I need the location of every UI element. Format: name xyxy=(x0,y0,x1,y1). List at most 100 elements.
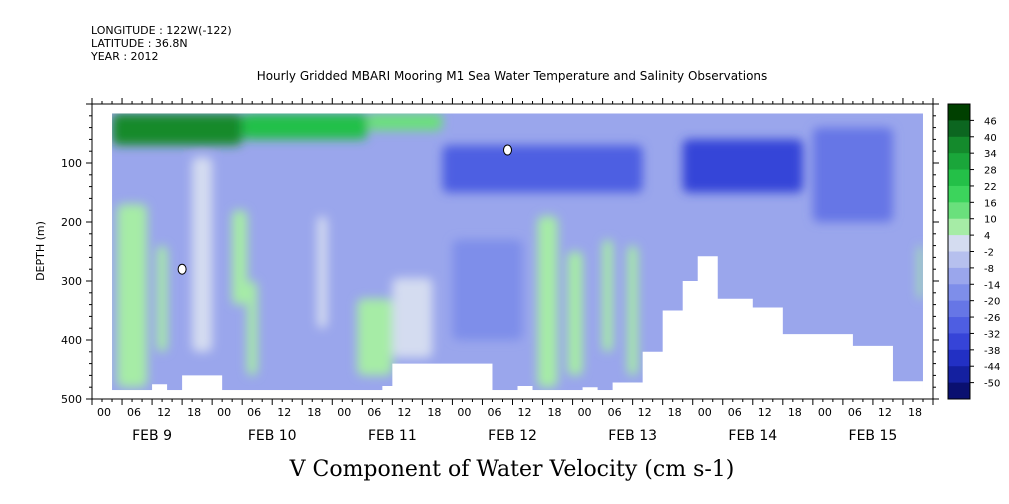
x-tick-label: 00 xyxy=(217,406,231,419)
x-axis: 00 06 12 18 00 06 12 18 00 06 12 18 00 06 12 18 00 06 12 18… xyxy=(91,98,934,444)
colorbar-bin-3 xyxy=(948,153,970,171)
missing-point-1 xyxy=(177,263,187,275)
field-feature-14 xyxy=(627,245,638,376)
colorbar-label-7: 4 xyxy=(984,231,990,242)
x-tick-label: 12 xyxy=(878,406,892,419)
x-tick-label: 06 xyxy=(247,406,261,419)
chart-title: Hourly Gridded MBARI Mooring M1 Sea Wate… xyxy=(257,69,768,83)
colorbar-bin-7 xyxy=(948,218,970,236)
colorbar-label-14: -38 xyxy=(984,346,1000,357)
x-tick-label: 06 xyxy=(728,406,742,419)
colorbar-label-0: 46 xyxy=(984,116,997,127)
plot-area xyxy=(92,104,933,399)
x-tick-label: 12 xyxy=(518,406,532,419)
x-tick-label: 06 xyxy=(367,406,381,419)
colorbar-bin-15 xyxy=(948,349,970,367)
field-feature-7 xyxy=(247,281,258,376)
x-tick-label: 00 xyxy=(818,406,832,419)
field-feature-3 xyxy=(117,204,148,388)
colorbar-label-2: 34 xyxy=(984,149,997,160)
colorbar-label-15: -44 xyxy=(984,362,1000,373)
y-axis: 100 200 300 400 500 xyxy=(61,103,939,406)
x-tick-label: 18 xyxy=(788,406,802,419)
colorbar-title: V Component of Water Velocity (cm s-1) xyxy=(289,457,735,482)
colorbar-bin-2 xyxy=(948,136,970,154)
colorbar: 46 40 34 28 22 16 10 4 -2 -8 -14 -20 -26 -32 -38 -44 -50 xyxy=(947,103,1000,400)
x-day-label-3: FEB 12 xyxy=(488,428,537,444)
field-feature-19 xyxy=(452,239,523,340)
colorbar-bin-9 xyxy=(948,251,970,269)
x-day-label-6: FEB 15 xyxy=(849,428,898,444)
colorbar-label-11: -20 xyxy=(984,297,1000,308)
x-tick-label: 00 xyxy=(337,406,351,419)
field-feature-11 xyxy=(537,216,558,388)
field-feature-6 xyxy=(232,210,248,305)
field-feature-16 xyxy=(442,145,643,193)
x-tick-label: 12 xyxy=(397,406,411,419)
colorbar-bin-4 xyxy=(948,169,970,187)
x-day-label-0: FEB 9 xyxy=(132,428,172,444)
field-feature-0 xyxy=(112,113,243,146)
x-day-label-5: FEB 14 xyxy=(728,428,777,444)
x-tick-label: 18 xyxy=(187,406,201,419)
x-tick-label: 06 xyxy=(127,406,141,419)
year-label: YEAR : 2012 xyxy=(90,50,159,63)
field-feature-12 xyxy=(567,251,583,376)
field-feature-10 xyxy=(392,278,433,358)
y-tick-label-400: 400 xyxy=(61,334,82,347)
x-tick-label: 12 xyxy=(157,406,171,419)
y-tick-label-200: 200 xyxy=(61,216,82,229)
field-feature-9 xyxy=(357,298,393,376)
colorbar-bin-10 xyxy=(948,267,970,285)
field-feature-13 xyxy=(602,239,613,352)
field-feature-18 xyxy=(812,127,893,222)
x-tick-label: 12 xyxy=(638,406,652,419)
field-feature-8 xyxy=(317,216,328,329)
missing-data-bottom xyxy=(112,256,923,399)
x-tick-label: 18 xyxy=(427,406,441,419)
x-tick-label: 00 xyxy=(698,406,712,419)
field-feature-1 xyxy=(242,113,368,140)
colorbar-label-1: 40 xyxy=(984,133,997,144)
colorbar-label-3: 28 xyxy=(984,166,997,177)
y-tick-label-500: 500 xyxy=(61,393,82,406)
field-feature-17 xyxy=(682,139,803,193)
x-tick-label: 06 xyxy=(608,406,622,419)
colorbar-label-16: -50 xyxy=(984,379,1000,390)
colorbar-bin-14 xyxy=(948,333,970,351)
colorbar-bin-11 xyxy=(948,284,970,302)
y-axis-label: DEPTH (m) xyxy=(34,221,47,281)
x-tick-label: 18 xyxy=(307,406,321,419)
x-tick-label: 06 xyxy=(848,406,862,419)
x-tick-label: 00 xyxy=(457,406,471,419)
colorbar-bin-16 xyxy=(948,366,970,384)
colorbar-bin-6 xyxy=(948,202,970,220)
colorbar-bin-1 xyxy=(948,120,970,138)
x-tick-label: 18 xyxy=(548,406,562,419)
colorbar-label-13: -32 xyxy=(984,329,1000,340)
x-day-label-1: FEB 10 xyxy=(248,428,297,444)
colorbar-label-6: 10 xyxy=(984,215,997,226)
colorbar-bin-12 xyxy=(948,300,970,318)
colorbar-label-5: 16 xyxy=(984,198,997,209)
x-tick-label: 00 xyxy=(578,406,592,419)
colorbar-label-4: 22 xyxy=(984,182,997,193)
colorbar-label-12: -26 xyxy=(984,313,1000,324)
x-tick-label: 12 xyxy=(277,406,291,419)
colorbar-label-9: -8 xyxy=(984,264,994,275)
colorbar-label-10: -14 xyxy=(984,280,1000,291)
missing-data-top xyxy=(92,104,933,114)
colorbar-bin-0 xyxy=(948,104,970,121)
x-tick-label: 06 xyxy=(487,406,501,419)
latitude-label: LATITUDE : 36.8N xyxy=(91,37,188,50)
colorbar-bin-13 xyxy=(948,317,970,334)
colorbar-bin-8 xyxy=(948,235,970,252)
x-day-label-2: FEB 11 xyxy=(368,428,417,444)
field-feature-5 xyxy=(192,157,213,352)
x-tick-label: 18 xyxy=(908,406,922,419)
y-tick-label-100: 100 xyxy=(61,157,82,170)
colorbar-bin-5 xyxy=(948,185,970,203)
missing-point-0 xyxy=(502,144,512,156)
missing-data-right xyxy=(922,104,933,399)
